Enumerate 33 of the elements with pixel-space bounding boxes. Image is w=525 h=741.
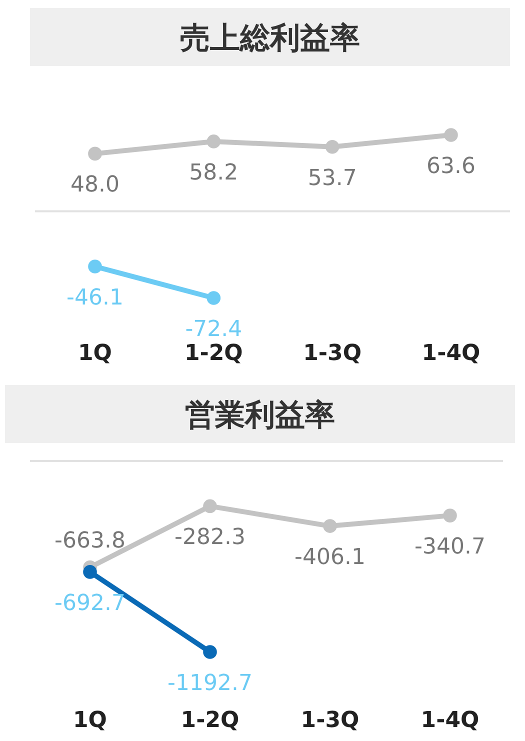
point <box>323 519 337 533</box>
data-label: -692.7 <box>54 590 126 616</box>
data-label: -1192.7 <box>168 671 252 696</box>
data-label: 63.6 <box>426 154 476 179</box>
data-label: -72.4 <box>185 317 242 342</box>
point <box>203 645 217 659</box>
data-label: 58.2 <box>189 160 238 186</box>
point <box>88 260 102 274</box>
point <box>83 565 97 579</box>
data-label: 48.0 <box>70 172 120 198</box>
x-tick-label: 1-4Q <box>420 708 480 733</box>
data-label: -340.7 <box>414 534 486 560</box>
chart-title: 営業利益率 <box>185 398 335 433</box>
x-tick-label: 1-3Q <box>303 341 362 366</box>
point <box>203 499 217 514</box>
x-tick-label: 1-2Q <box>180 708 240 733</box>
point <box>444 128 458 142</box>
data-label: -406.1 <box>294 545 366 570</box>
data-label: -663.8 <box>54 528 126 554</box>
x-tick-label: 1Q <box>78 341 112 366</box>
x-tick-label: 1-2Q <box>184 341 243 366</box>
point <box>88 146 102 161</box>
data-label: 53.7 <box>308 166 357 191</box>
x-tick-label: 1-4Q <box>422 341 480 366</box>
data-label: -46.1 <box>66 285 124 310</box>
point <box>206 134 221 148</box>
x-tick-label: 1-3Q <box>300 708 360 733</box>
data-label: -282.3 <box>174 525 246 550</box>
point <box>325 140 340 154</box>
point <box>443 508 457 522</box>
x-tick-label: 1Q <box>72 708 108 733</box>
point <box>206 291 221 305</box>
chart-title: 売上総利益率 <box>180 21 360 56</box>
